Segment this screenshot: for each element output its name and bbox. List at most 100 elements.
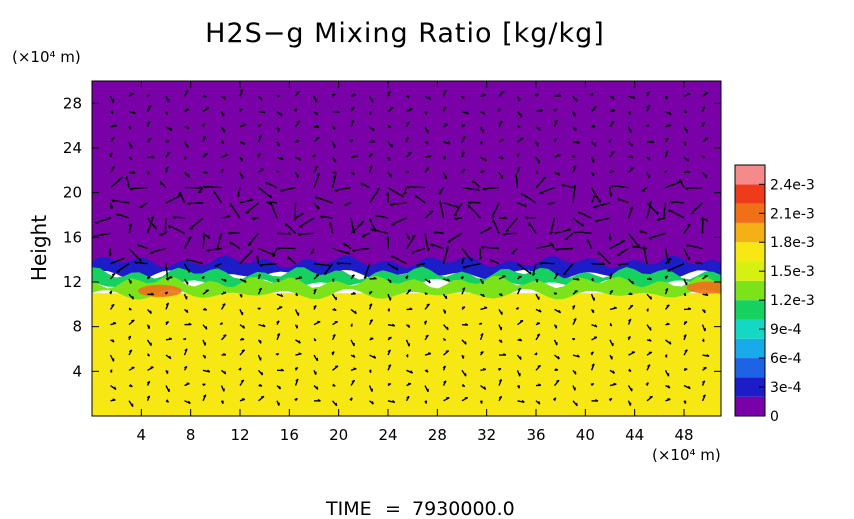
wind-vector bbox=[313, 263, 331, 267]
wind-vector bbox=[320, 215, 333, 219]
wind-vector-head bbox=[610, 184, 614, 188]
wind-vector-head bbox=[539, 109, 543, 112]
colorbar-segment bbox=[735, 300, 765, 320]
y-axis-unit: (×10⁴ m) bbox=[12, 48, 81, 66]
wind-vector-head bbox=[228, 232, 232, 235]
wind-vector-head bbox=[167, 225, 171, 229]
wind-vector-head bbox=[465, 322, 469, 326]
x-tick-label: 28 bbox=[428, 426, 447, 444]
wind-vector bbox=[363, 263, 371, 279]
wind-vector-head bbox=[480, 350, 484, 354]
wind-vector bbox=[667, 263, 685, 272]
colorbar-frame bbox=[734, 164, 766, 417]
wind-vector-head bbox=[668, 258, 672, 260]
wind-vector-head bbox=[293, 108, 298, 111]
wind-vector-head bbox=[557, 93, 562, 97]
wind-vector-head bbox=[147, 170, 150, 175]
wind-vector-head bbox=[503, 216, 507, 219]
wind-vector-head bbox=[125, 176, 128, 180]
wind-vector-head bbox=[150, 292, 155, 296]
wind-vector-head bbox=[257, 274, 261, 277]
wind-vector-head bbox=[205, 326, 208, 330]
wind-vector-head bbox=[389, 204, 393, 207]
wind-vector-head bbox=[433, 231, 437, 235]
wind-vector-head bbox=[315, 136, 320, 139]
wind-vector-head bbox=[352, 354, 356, 358]
wind-vector-head bbox=[405, 275, 409, 279]
wind-vector-head bbox=[408, 151, 412, 154]
wind-vector-head bbox=[424, 292, 428, 295]
wind-vector-head bbox=[280, 157, 284, 161]
wind-vector-head bbox=[137, 244, 141, 248]
wind-vector-head bbox=[164, 230, 168, 235]
wind-vector bbox=[528, 222, 537, 234]
wind-vector-head bbox=[131, 319, 135, 322]
colorbar-segment bbox=[735, 358, 765, 378]
field-upper-region bbox=[92, 81, 721, 269]
wind-vector bbox=[139, 202, 148, 209]
wind-vector bbox=[336, 262, 352, 265]
wind-vector-head bbox=[245, 211, 249, 214]
wind-vector bbox=[572, 184, 576, 203]
wind-vector-head bbox=[204, 307, 208, 311]
wind-vector bbox=[586, 238, 593, 249]
wind-vector-head bbox=[316, 386, 319, 390]
wind-vector bbox=[482, 186, 500, 190]
wind-vector bbox=[539, 186, 555, 194]
wind-vector bbox=[525, 216, 537, 219]
wind-vector-head bbox=[609, 322, 613, 327]
wind-vector-head bbox=[601, 262, 606, 265]
wind-vector-head bbox=[360, 220, 364, 223]
wind-vector-head bbox=[220, 168, 224, 172]
wind-vector-head bbox=[702, 106, 706, 109]
wind-vector-head bbox=[462, 135, 466, 139]
wind-vector-head bbox=[573, 231, 577, 234]
wind-vector bbox=[656, 217, 666, 221]
wind-vector-head bbox=[455, 204, 459, 208]
wind-vector-head bbox=[700, 216, 704, 220]
wind-vector-head bbox=[241, 337, 245, 340]
wind-vector-head bbox=[222, 353, 227, 356]
wind-vector bbox=[361, 232, 370, 238]
x-tick-label: 4 bbox=[137, 426, 147, 444]
wind-vector-head bbox=[185, 258, 189, 262]
wind-vector-head bbox=[646, 104, 650, 108]
wind-vector-head bbox=[516, 153, 520, 156]
wind-vector bbox=[116, 263, 130, 273]
wind-vector-head bbox=[295, 139, 300, 142]
wind-vector-head bbox=[471, 258, 473, 262]
wind-vector-head bbox=[369, 153, 373, 156]
wind-vector-head bbox=[280, 293, 284, 297]
wind-vector bbox=[189, 217, 204, 230]
wind-vector bbox=[221, 215, 231, 219]
wind-vector bbox=[424, 210, 434, 219]
wind-vector bbox=[683, 223, 691, 234]
wind-vector-head bbox=[555, 248, 559, 252]
wind-vector-head bbox=[278, 385, 281, 390]
wind-vector-head bbox=[425, 334, 429, 337]
wind-vector bbox=[149, 247, 167, 254]
colorbar-label: 3e-4 bbox=[770, 380, 802, 396]
wind-vector-head bbox=[298, 352, 302, 355]
wind-vector-head bbox=[514, 173, 517, 177]
colorbar-segment bbox=[735, 338, 765, 359]
wind-vector-head bbox=[129, 188, 134, 191]
x-tick-label: 12 bbox=[230, 426, 249, 444]
wind-vector-head bbox=[149, 310, 152, 314]
wind-vector bbox=[329, 222, 334, 234]
wind-vector bbox=[360, 182, 370, 189]
wind-vector-head bbox=[565, 238, 569, 241]
wind-vector bbox=[578, 211, 592, 219]
wind-vector-head bbox=[172, 216, 176, 220]
wind-vector bbox=[510, 247, 518, 255]
wind-vector-head bbox=[129, 384, 133, 388]
wind-vector-head bbox=[576, 277, 580, 281]
wind-vector-head bbox=[167, 277, 170, 281]
wind-vector bbox=[389, 202, 407, 206]
wind-vector-head bbox=[352, 93, 356, 96]
wind-vector-head bbox=[352, 171, 355, 176]
wind-vector-head bbox=[405, 170, 409, 173]
wind-vector-head bbox=[706, 353, 710, 357]
colorbar-label: 2.4e-3 bbox=[770, 177, 815, 193]
wind-vector-head bbox=[462, 266, 467, 269]
